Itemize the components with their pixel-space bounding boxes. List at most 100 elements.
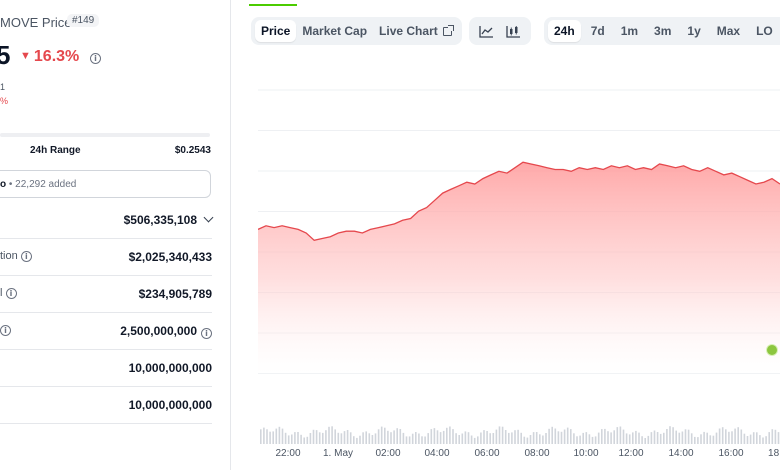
volume-bar <box>315 430 318 444</box>
info-icon[interactable]: i <box>90 53 101 64</box>
active-tab-indicator <box>249 4 297 6</box>
volume-bar <box>653 430 656 444</box>
stat-row-max-supply: 10,000,000,000 <box>0 387 212 424</box>
down-triangle-icon: ▼ <box>20 50 31 62</box>
volume-bar <box>359 435 361 444</box>
volume-bar <box>371 435 374 444</box>
chart-type-group <box>469 17 531 45</box>
volume-bars <box>260 426 780 444</box>
volume-bar <box>539 434 541 444</box>
volume-bar <box>287 435 290 444</box>
volume-bar <box>415 432 417 444</box>
stat-row-total-supply: 10,000,000,000 <box>0 350 212 387</box>
volume-bar <box>771 429 774 444</box>
secondary-price-line: 1 <box>0 82 6 92</box>
volume-bar <box>433 428 436 444</box>
x-tick-label: 08:00 <box>524 448 550 459</box>
volume-bar <box>393 430 395 444</box>
volume-bar <box>610 432 612 444</box>
volume-bar <box>573 433 575 444</box>
tab-live-chart[interactable]: Live Chart <box>373 20 458 42</box>
volume-bar <box>638 432 640 444</box>
volume-bar <box>384 427 386 444</box>
volume-bar <box>737 427 739 444</box>
volume-bar <box>647 435 650 444</box>
volume-bar <box>560 431 563 444</box>
range-24h[interactable]: 24h <box>548 20 581 42</box>
volume-bar <box>715 432 718 444</box>
volume-bar <box>548 428 550 444</box>
volume-bar <box>477 436 479 444</box>
volume-bar <box>346 430 349 444</box>
chevron-down-icon[interactable] <box>203 212 214 223</box>
stat-value[interactable]: $506,335,108 <box>124 212 214 227</box>
volume-bar <box>322 432 324 444</box>
line-chart-button[interactable] <box>473 20 500 42</box>
volume-bar <box>529 435 532 444</box>
range-log[interactable]: LO <box>756 24 773 38</box>
info-icon[interactable]: i <box>20 251 32 262</box>
volume-bar <box>408 436 411 444</box>
volume-bar <box>353 436 355 444</box>
volume-bar <box>356 437 358 444</box>
range-7d[interactable]: 7d <box>590 24 605 38</box>
volume-bar <box>666 429 668 444</box>
info-icon[interactable]: i <box>0 325 11 336</box>
volume-bar <box>656 432 659 444</box>
price-chart[interactable] <box>258 82 780 444</box>
volume-bar <box>418 433 420 444</box>
x-tick-label: 14:00 <box>668 448 694 459</box>
volume-bar <box>650 432 653 444</box>
volume-bar <box>439 432 442 444</box>
volume-bar <box>489 433 491 444</box>
volume-bar <box>291 434 293 444</box>
x-tick-label: 06:00 <box>474 448 500 459</box>
price-change-24h: ▼ 16.3% <box>20 48 79 66</box>
volume-bar <box>765 436 767 444</box>
volume-bar <box>681 431 684 444</box>
range-high: $0.2543 <box>174 145 211 156</box>
volume-bar <box>669 426 671 444</box>
range-3m[interactable]: 3m <box>654 24 672 38</box>
tab-price[interactable]: Price <box>255 20 297 42</box>
volume-bar <box>746 436 749 444</box>
volume-bar <box>551 426 553 444</box>
volume-bar <box>368 433 371 444</box>
volume-bar <box>377 429 380 444</box>
volume-bar <box>442 430 445 444</box>
volume-bar <box>498 426 501 444</box>
info-icon[interactable]: i <box>5 288 17 299</box>
volume-bar <box>585 432 588 444</box>
candlestick-chart-button[interactable] <box>500 20 527 42</box>
range-1y[interactable]: 1y <box>687 24 701 38</box>
volume-bar <box>508 432 510 444</box>
watchlist-button[interactable]: o • 22,292 added <box>0 170 211 198</box>
volume-bar <box>365 431 367 444</box>
stat-row-circulating-supply: i 2,500,000,000 i <box>0 313 212 350</box>
volume-bar <box>495 429 498 444</box>
x-tick-label: 04:00 <box>424 448 450 459</box>
volume-bar <box>520 432 522 444</box>
stat-row-fdv: tion i $2,025,340,433 <box>0 239 212 276</box>
volume-bar <box>380 426 383 444</box>
volume-bar <box>774 429 777 444</box>
panel-divider <box>230 0 231 470</box>
volume-bar <box>619 426 622 444</box>
tab-market-cap[interactable]: Market Cap <box>302 24 368 38</box>
volume-bar <box>492 433 495 444</box>
volume-bar <box>269 431 271 444</box>
volume-bar <box>597 432 600 444</box>
range-1m[interactable]: 1m <box>620 24 639 38</box>
range-max[interactable]: Max <box>716 24 741 38</box>
volume-bar <box>263 427 265 444</box>
volume-bar <box>756 432 758 444</box>
volume-bar <box>554 428 557 444</box>
volume-bar <box>300 434 302 444</box>
info-icon[interactable]: i <box>201 328 212 339</box>
secondary-change-line: % <box>0 96 9 106</box>
volume-bar <box>517 429 519 444</box>
volume-bar <box>731 431 733 444</box>
coin-summary-panel: MOVE Price #149 5 ▼ 16.3% i 1 % 24h Range… <box>0 0 230 470</box>
volume-bar <box>576 436 578 444</box>
volume-bar <box>703 431 705 444</box>
